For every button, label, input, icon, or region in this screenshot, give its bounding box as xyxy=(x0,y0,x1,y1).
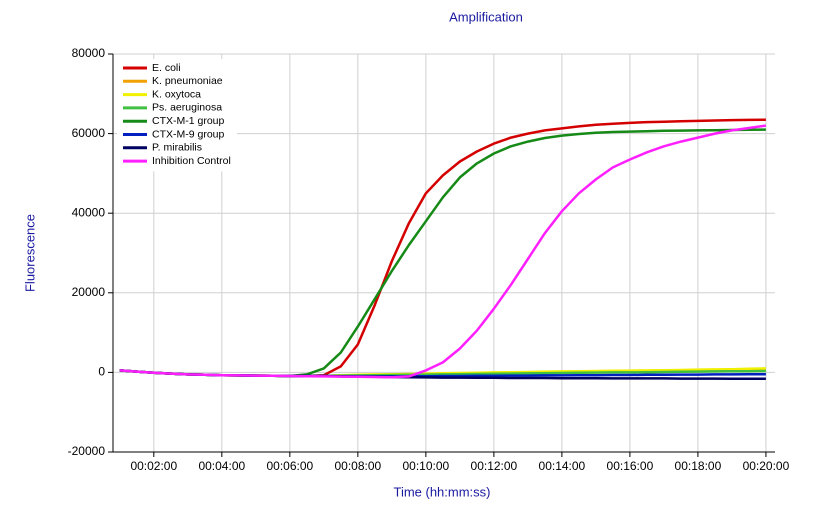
x-tick-label: 00:14:00 xyxy=(539,459,586,473)
y-axis-label: Fluorescence xyxy=(22,214,37,292)
y-tick-label: 80000 xyxy=(72,46,106,60)
x-tick-label: 00:04:00 xyxy=(198,459,245,473)
x-tick-label: 00:10:00 xyxy=(403,459,450,473)
x-axis-label: Time (hh:mm:ss) xyxy=(393,484,490,499)
x-tick-label: 00:20:00 xyxy=(743,459,790,473)
y-tick-label: 40000 xyxy=(72,205,106,219)
x-tick-label: 00:06:00 xyxy=(266,459,313,473)
x-tick-label: 00:18:00 xyxy=(675,459,722,473)
y-tick-label: -20000 xyxy=(68,444,106,458)
x-tick-label: 00:12:00 xyxy=(471,459,518,473)
x-tick-label: 00:16:00 xyxy=(607,459,654,473)
x-tick-label: 00:08:00 xyxy=(334,459,381,473)
chart-title: Amplification xyxy=(449,9,523,24)
x-tick-label: 00:02:00 xyxy=(130,459,177,473)
y-tick-label: 60000 xyxy=(72,126,106,140)
legend-label: E. coli xyxy=(152,62,181,74)
legend-label: K. oxytoca xyxy=(152,88,201,100)
legend-label: Inhibition Control xyxy=(152,155,231,167)
legend-label: P. mirabilis xyxy=(152,142,202,154)
legend-label: CTX-M-1 group xyxy=(152,115,225,127)
legend-label: K. pneumoniae xyxy=(152,75,223,87)
legend-label: Ps. aeruginosa xyxy=(152,102,222,114)
legend-label: CTX-M-9 group xyxy=(152,128,225,140)
y-tick-label: 0 xyxy=(98,365,105,379)
legend-box xyxy=(117,59,237,172)
y-tick-label: 20000 xyxy=(72,285,106,299)
series-line xyxy=(119,124,767,379)
